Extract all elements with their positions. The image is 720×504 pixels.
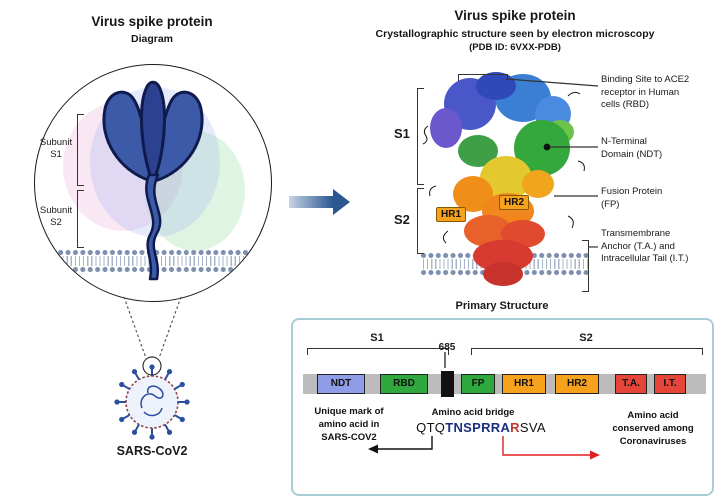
sars-cov2-virion-svg	[113, 363, 191, 441]
subunit-s1-label: Subunit S1	[39, 137, 73, 160]
hr1-tag: HR1	[436, 207, 467, 222]
right-title: Virus spike protein	[454, 8, 576, 23]
domain-segment-it: I.T.	[654, 374, 686, 394]
structure-s2-label: S2	[394, 212, 410, 227]
unique-mark-note: Unique mark of amino acid in SARS-COV2	[314, 406, 384, 443]
zoom-dotted-line-left	[123, 296, 147, 359]
domain-segment-hr2: HR2	[555, 374, 599, 394]
hr2-tag: HR2	[499, 195, 530, 210]
pdb-id-label: (PDB ID: 6VXX-PDB)	[469, 42, 561, 53]
region-s2-label: S2	[579, 332, 593, 344]
zoom-dotted-line-right	[158, 296, 182, 359]
structure-s1-label: S1	[394, 126, 410, 141]
virus-name-label: SARS-CoV2	[116, 444, 188, 458]
right-subtitle: Crystallographic structure seen by elect…	[375, 28, 655, 40]
bar-spacer	[647, 374, 654, 394]
virion-envelope	[125, 375, 179, 429]
structure-s1-bracket	[417, 88, 424, 185]
cleavage-block	[441, 371, 454, 397]
bar-spacer	[365, 374, 380, 394]
amino-bridge-label: Amino acid bridge	[431, 407, 515, 418]
region-s1-bracket	[307, 348, 449, 355]
left-subtitle: Diagram	[130, 33, 173, 45]
structure-s2-bracket	[417, 188, 424, 254]
crystal-structure-svg	[422, 72, 585, 286]
subunit-s2-bracket	[77, 190, 84, 248]
cleavage-site-label: 685	[438, 342, 456, 353]
domain-segment-rbd: RBD	[380, 374, 428, 394]
binding-site-bracket	[458, 74, 508, 81]
right-arrow-icon	[333, 189, 350, 215]
bar-spacer	[686, 374, 706, 394]
virion-rna	[140, 385, 164, 417]
annotation-tm-it: Transmembrane Anchor (T.A.) and Intracel…	[601, 228, 689, 265]
left-title: Virus spike protein	[91, 14, 213, 29]
bar-spacer	[546, 374, 555, 394]
annotation-fp: Fusion Protein (FP)	[601, 186, 663, 210]
domain-segment-fp: FP	[461, 374, 495, 394]
bar-spacer	[599, 374, 615, 394]
glycan-squiggles	[422, 91, 585, 244]
annotation-binding-site: Binding Site to ACE2 receptor in Human c…	[601, 74, 690, 111]
region-s2-bracket	[471, 348, 703, 355]
bar-spacer	[428, 374, 441, 394]
domain-segment-ta: T.A.	[615, 374, 647, 394]
spike-stalk	[145, 173, 162, 281]
sequence-prefix: QTQ	[416, 420, 446, 435]
spike-protein-diagram-svg	[102, 80, 204, 281]
amino-sequence: QTQTNSPRRARSVA	[401, 420, 561, 435]
bar-spacer	[303, 374, 317, 394]
spike-center-petal	[140, 80, 166, 185]
primary-structure-title: Primary Structure	[455, 300, 549, 312]
sequence-unique-motif: TNSPRRA	[445, 420, 511, 435]
sequence-cleavage-residue: R	[510, 420, 520, 435]
bar-spacer	[454, 374, 461, 394]
domain-segment-hr1: HR1	[502, 374, 546, 394]
primary-structure-panel: S1 S2 685 NDT RBD FP HR1 HR2 T.A. I.T. U…	[291, 318, 714, 496]
anatomy-zoom-circle	[34, 64, 272, 302]
subunit-s2-label: Subunit S2	[39, 205, 73, 228]
region-s1-label: S1	[370, 332, 384, 344]
sequence-suffix: SVA	[519, 420, 546, 435]
domain-bar: NDT RBD FP HR1 HR2 T.A. I.T.	[303, 371, 706, 397]
subunit-s1-bracket	[77, 114, 84, 186]
domain-segment-ndt: NDT	[317, 374, 365, 394]
bar-spacer	[495, 374, 502, 394]
conserved-note: Amino acid conserved among Coronaviruses	[612, 410, 694, 447]
right-arrow-shaft	[289, 196, 333, 208]
tm-bracket	[582, 240, 589, 292]
annotation-ntd: N-Terminal Domain (NDT)	[601, 136, 663, 160]
